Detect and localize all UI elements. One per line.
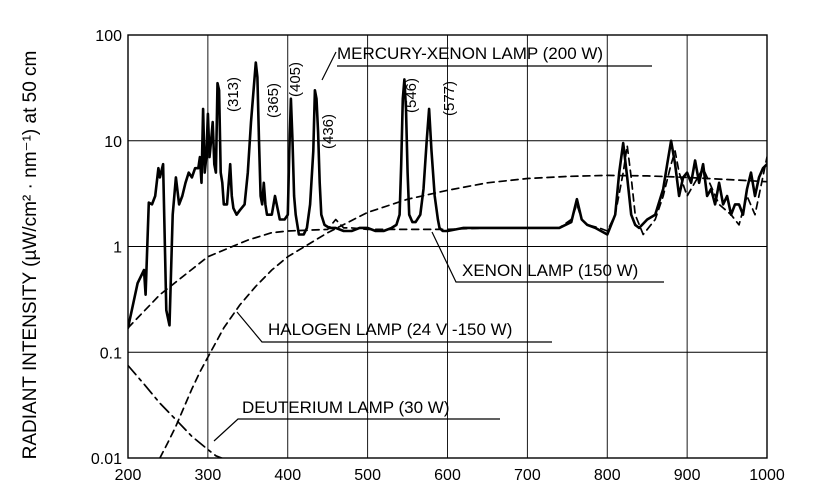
peak-label: (365) [265,83,282,118]
y-tick-label: 100 [95,28,122,45]
deuterium-label: DEUTERIUM LAMP (30 W) [242,398,450,417]
x-tick-label: 700 [514,467,541,484]
plot-frame [127,34,768,459]
peak-label: (546) [403,78,420,113]
y-axis-label: RADIANT INTENSITY (µW/cm² · nm⁻¹) at 50 … [20,51,41,460]
x-tick-label: 200 [115,467,142,484]
halogen-line [159,174,767,458]
deuterium-leader [213,418,500,442]
x-tick-label: 600 [434,467,461,484]
mercury-xenon-label: MERCURY-XENON LAMP (200 W) [337,44,603,63]
halogen-label: HALOGEN LAMP (24 V -150 W) [268,320,512,339]
xenon-leader [431,231,664,283]
mercury-xenon-line [128,61,767,330]
series-group [128,61,767,458]
xenon-label: XENON LAMP (150 W) [462,261,638,280]
y-tick-label: 10 [104,134,122,151]
x-tick-label: 300 [195,467,222,484]
peak-label: (405) [287,62,304,97]
tick-labels: 200 300 400 500 600 700 800 900 1000 0.01 0.1 1 10 10… [91,28,785,484]
x-tick-label: 1000 [749,467,785,484]
peak-label: (436) [320,114,337,149]
peak-label: (577) [441,81,458,116]
deuterium-line [128,364,224,458]
y-tick-label: 0.1 [100,345,122,362]
halogen-leader [236,311,552,343]
y-tick-label: 0.01 [91,451,122,468]
x-tick-label: 800 [594,467,621,484]
peak-label: (313) [225,77,242,112]
mercury-xenon-leader [321,51,337,81]
xenon-line [128,144,767,329]
x-tick-label: 500 [354,467,381,484]
x-tick-label: 900 [674,467,701,484]
y-tick-label: 1 [113,240,122,257]
x-tick-label: 400 [274,467,301,484]
annotations: MERCURY-XENON LAMP (200 W) XENON LAMP (15… [213,44,664,442]
